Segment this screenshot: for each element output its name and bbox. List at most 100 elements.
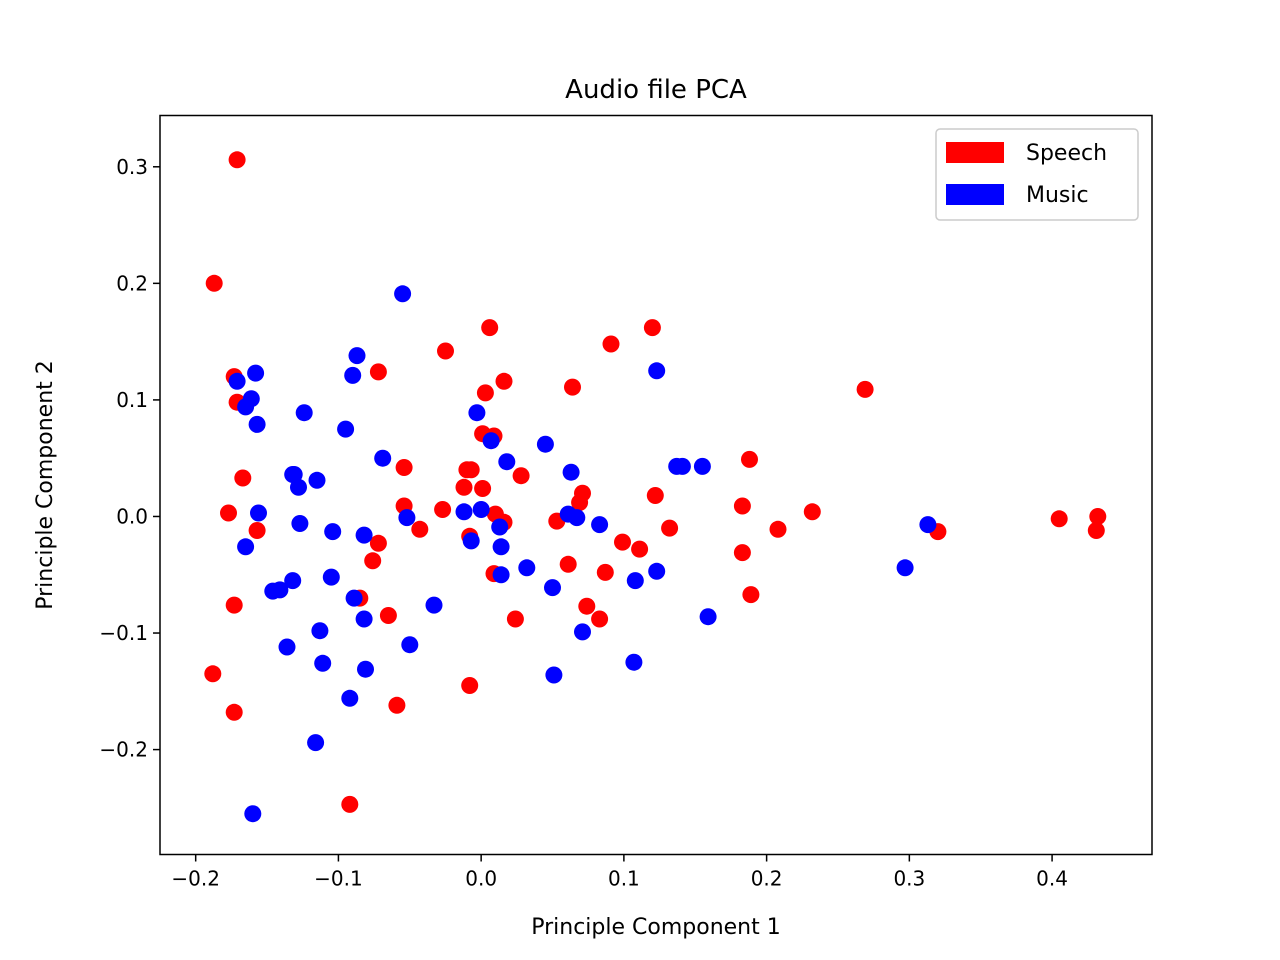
point-music-10	[285, 466, 303, 483]
point-music-62	[919, 516, 937, 534]
point-speech-54	[803, 503, 821, 521]
point-speech-37	[461, 677, 479, 694]
y-tick-label-4: 0.2	[116, 271, 148, 295]
point-music-31	[341, 689, 359, 707]
point-speech-13	[411, 520, 429, 538]
point-music-41	[462, 532, 480, 550]
point-music-30	[357, 660, 374, 678]
point-speech-46	[578, 597, 596, 615]
point-music-58	[626, 572, 644, 590]
point-music-57	[693, 457, 711, 475]
point-music-21	[324, 523, 342, 541]
point-speech-40	[643, 319, 661, 337]
point-speech-5	[220, 504, 237, 522]
point-speech-23	[495, 372, 513, 390]
point-music-53	[574, 623, 591, 641]
point-speech-61	[1089, 508, 1107, 525]
point-speech-38	[602, 335, 620, 353]
y-tick-label-3: 0.1	[116, 388, 148, 412]
y-tick-label-2: 0.0	[116, 504, 148, 528]
point-music-4	[248, 415, 266, 433]
point-music-20	[307, 734, 325, 752]
point-speech-10	[369, 363, 387, 381]
point-speech-4	[234, 469, 252, 487]
y-axis-ticks: −0.2 −0.1 0.0 0.1 0.2 0.3	[99, 155, 160, 762]
point-speech-57	[742, 586, 760, 604]
point-speech-48	[614, 533, 631, 551]
legend-swatch-speech	[946, 142, 1004, 163]
point-music-1	[247, 364, 265, 382]
point-speech-60	[1050, 510, 1068, 528]
point-music-23	[337, 420, 355, 438]
point-music-29	[355, 610, 373, 628]
point-speech-50	[661, 519, 679, 537]
x-tick-label-5: 0.3	[893, 867, 925, 891]
point-speech-14	[369, 534, 387, 552]
x-tick-label-0: −0.2	[171, 867, 220, 891]
point-music-25	[344, 366, 362, 384]
point-music-14	[284, 572, 302, 590]
point-speech-62	[1087, 522, 1105, 539]
point-music-47	[562, 463, 580, 481]
point-music-54	[648, 362, 666, 380]
legend-label-speech: Speech	[1026, 141, 1107, 166]
point-music-24	[348, 347, 366, 365]
point-music-37	[482, 432, 500, 450]
point-speech-8	[204, 665, 222, 683]
point-speech-44	[559, 555, 577, 573]
point-speech-51	[646, 487, 664, 504]
point-music-34	[401, 636, 419, 654]
point-music-22	[322, 568, 340, 586]
point-music-7	[244, 805, 262, 823]
point-music-38	[498, 453, 516, 471]
point-music-18	[311, 622, 329, 640]
point-speech-15	[364, 552, 382, 570]
point-music-26	[374, 449, 392, 467]
point-music-8	[295, 404, 313, 422]
legend-swatch-music	[946, 184, 1004, 205]
point-music-13	[291, 515, 309, 532]
point-music-3	[237, 398, 255, 416]
point-speech-53	[733, 497, 751, 515]
point-music-17	[278, 638, 296, 656]
chart-title: Audio file PCA	[565, 75, 747, 105]
point-music-32	[394, 285, 412, 303]
point-music-35	[425, 596, 443, 614]
point-music-42	[491, 518, 509, 536]
point-music-36	[468, 404, 486, 422]
point-music-52	[545, 666, 563, 684]
y-axis-title: Principle Component 2	[33, 360, 58, 610]
point-speech-47	[591, 610, 609, 628]
x-tick-label-2: 0.0	[465, 867, 497, 891]
point-speech-7	[225, 596, 243, 614]
x-tick-label-1: −0.1	[314, 867, 363, 891]
point-music-40	[472, 501, 490, 518]
x-tick-label-4: 0.2	[751, 867, 783, 891]
point-speech-52	[741, 450, 758, 468]
x-tick-label-3: 0.1	[608, 867, 640, 891]
point-speech-9	[225, 703, 243, 721]
point-music-56	[673, 457, 691, 475]
data-points	[204, 151, 1107, 823]
point-music-51	[544, 579, 561, 597]
point-speech-29	[474, 480, 492, 497]
point-music-46	[536, 435, 554, 453]
point-speech-27	[462, 461, 480, 479]
y-tick-label-0: −0.2	[99, 738, 148, 762]
y-tick-label-5: 0.3	[116, 155, 148, 179]
x-axis-ticks: −0.2 −0.1 0.0 0.1 0.2 0.3 0.4	[171, 854, 1068, 891]
point-music-27	[355, 526, 373, 544]
point-music-19	[314, 654, 332, 672]
point-music-6	[237, 538, 255, 556]
point-speech-45	[596, 563, 614, 581]
point-music-39	[455, 503, 473, 521]
point-music-60	[625, 653, 643, 671]
point-speech-6	[248, 522, 266, 539]
point-speech-21	[481, 319, 499, 337]
point-music-63	[896, 559, 914, 577]
point-speech-49	[631, 540, 649, 558]
point-speech-56	[733, 544, 751, 562]
point-music-11	[290, 478, 307, 496]
point-speech-22	[476, 384, 494, 402]
